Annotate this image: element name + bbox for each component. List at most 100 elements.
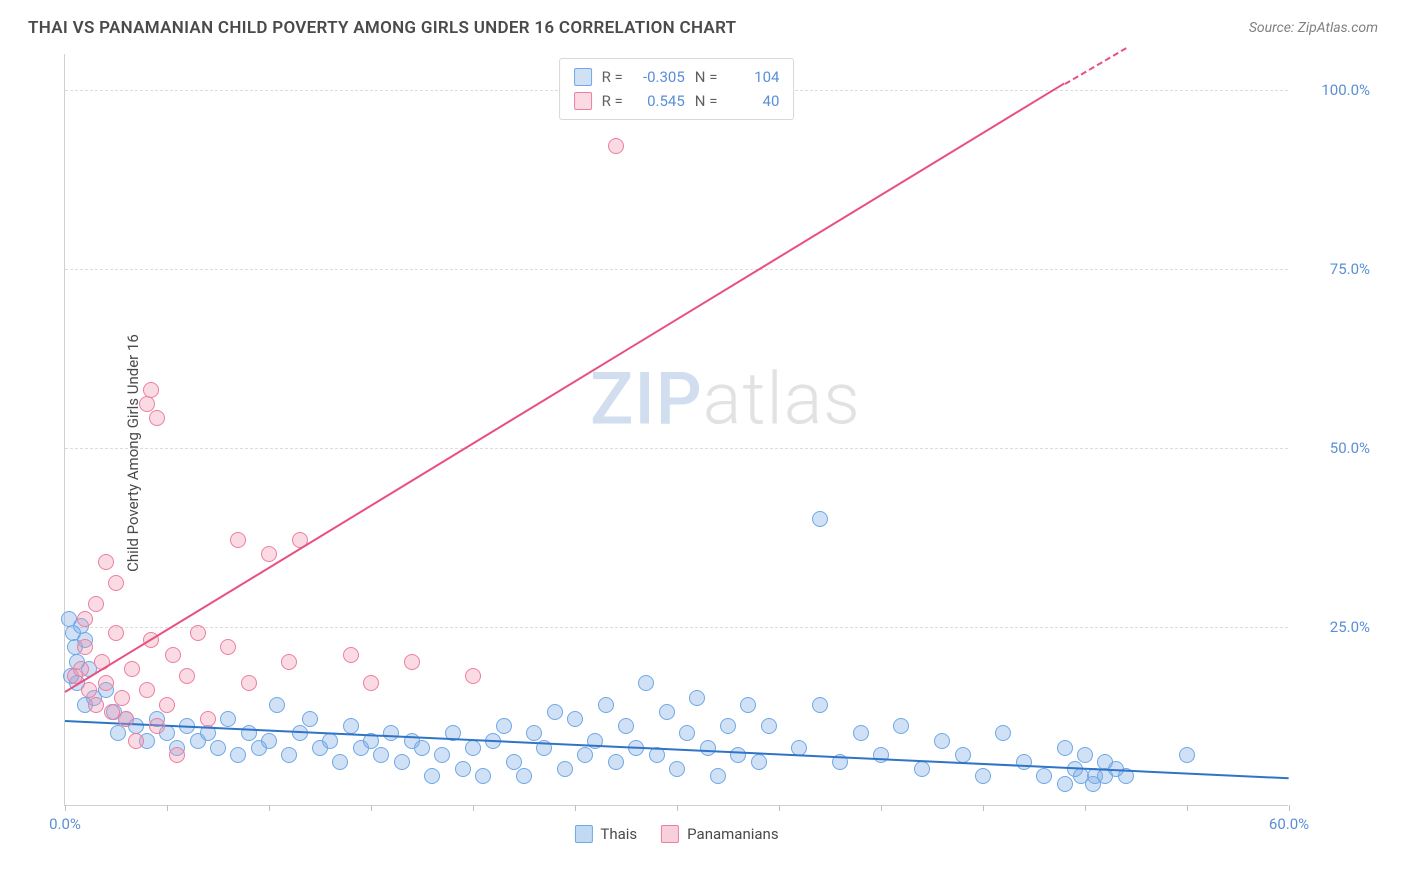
data-point (1077, 747, 1093, 763)
data-point (465, 668, 481, 684)
data-point (149, 718, 165, 734)
data-point (761, 718, 777, 734)
data-point (934, 733, 950, 749)
data-point (269, 697, 285, 713)
r-label: R = (602, 89, 623, 113)
data-point (210, 740, 226, 756)
data-point (751, 754, 767, 770)
watermark-zip: ZIP (590, 357, 703, 442)
data-point (914, 761, 930, 777)
data-point (689, 690, 705, 706)
swatch-panamanians (574, 92, 592, 110)
data-point (108, 575, 124, 591)
xtick (1289, 805, 1290, 811)
data-point (77, 639, 93, 655)
swatch-panamanians (661, 825, 679, 843)
data-point (302, 711, 318, 727)
data-point (118, 711, 134, 727)
data-point (434, 747, 450, 763)
data-point (955, 747, 971, 763)
data-point (526, 725, 542, 741)
data-point (995, 725, 1011, 741)
legend-label-thais: Thais (600, 825, 637, 843)
ytick-label: 75.0% (1330, 260, 1370, 278)
data-point (343, 718, 359, 734)
data-point (108, 625, 124, 641)
data-point (1016, 754, 1032, 770)
data-point (230, 532, 246, 548)
source-attribution: Source: ZipAtlas.com (1249, 20, 1378, 36)
data-point (73, 661, 89, 677)
data-point (383, 725, 399, 741)
data-point (322, 733, 338, 749)
data-point (608, 754, 624, 770)
data-point (1179, 747, 1195, 763)
data-point (496, 718, 512, 734)
legend-item-thais: Thais (574, 825, 637, 843)
xtick (65, 805, 66, 811)
data-point (812, 697, 828, 713)
data-point (281, 654, 297, 670)
data-point (598, 697, 614, 713)
xtick (371, 805, 372, 811)
data-point (190, 625, 206, 641)
data-point (261, 546, 277, 562)
data-point (475, 768, 491, 784)
data-point (114, 690, 130, 706)
xtick (473, 805, 474, 811)
data-point (98, 554, 114, 570)
xtick (881, 805, 882, 811)
xtick (779, 805, 780, 811)
data-point (516, 768, 532, 784)
legend-row-panamanians: R = 0.545 N = 40 (574, 89, 780, 113)
xtick (167, 805, 168, 811)
trend-line-dashed (1064, 47, 1126, 85)
data-point (179, 668, 195, 684)
data-point (139, 396, 155, 412)
legend-label-panamanians: Panamanians (687, 825, 778, 843)
data-point (893, 718, 909, 734)
data-point (292, 725, 308, 741)
data-point (853, 725, 869, 741)
data-point (200, 711, 216, 727)
data-point (88, 697, 104, 713)
data-point (343, 647, 359, 663)
data-point (373, 747, 389, 763)
data-point (88, 596, 104, 612)
data-point (669, 761, 685, 777)
data-point (710, 768, 726, 784)
ytick-label: 100.0% (1321, 81, 1370, 99)
xtick (677, 805, 678, 811)
xtick (1085, 805, 1086, 811)
legend-row-thais: R = -0.305 N = 104 (574, 65, 780, 89)
swatch-thais (574, 68, 592, 86)
data-point (77, 611, 93, 627)
data-point (143, 382, 159, 398)
data-point (812, 511, 828, 527)
data-point (124, 661, 140, 677)
correlation-legend: R = -0.305 N = 104 R = 0.545 N = 40 (559, 58, 795, 120)
data-point (241, 675, 257, 691)
data-point (159, 697, 175, 713)
r-value-panamanians: 0.545 (633, 89, 685, 113)
data-point (506, 754, 522, 770)
n-value-panamanians: 40 (727, 89, 779, 113)
data-point (659, 704, 675, 720)
xtick (983, 805, 984, 811)
chart-title: THAI VS PANAMANIAN CHILD POVERTY AMONG G… (28, 18, 736, 38)
data-point (1057, 740, 1073, 756)
legend-item-panamanians: Panamanians (661, 825, 778, 843)
data-point (679, 725, 695, 741)
watermark: ZIPatlas (590, 357, 861, 442)
data-point (618, 718, 634, 734)
data-point (700, 740, 716, 756)
data-point (128, 733, 144, 749)
data-point (567, 711, 583, 727)
data-point (165, 647, 181, 663)
data-point (975, 768, 991, 784)
xtick-label: 60.0% (1269, 815, 1309, 833)
data-point (61, 611, 77, 627)
chart-header: THAI VS PANAMANIAN CHILD POVERTY AMONG G… (0, 0, 1406, 50)
n-label: N = (695, 65, 718, 89)
data-point (110, 725, 126, 741)
